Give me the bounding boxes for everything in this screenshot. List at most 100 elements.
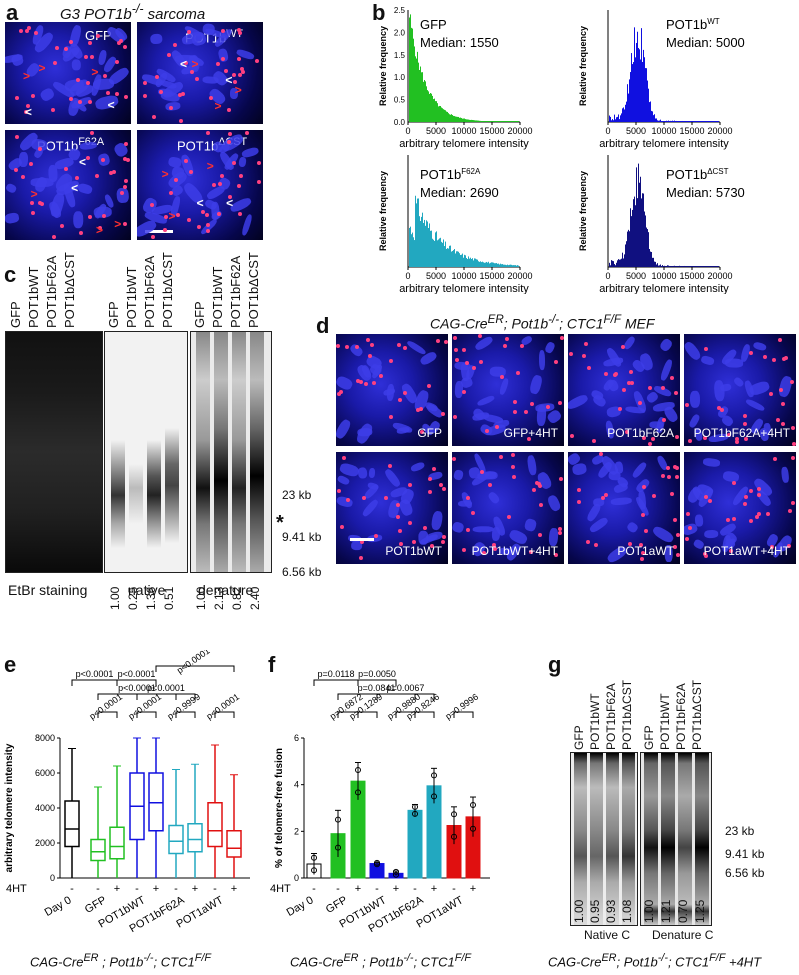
telomere-spot (123, 44, 128, 49)
arrowhead-marker: < (226, 195, 234, 210)
histogram-bar (486, 261, 487, 267)
histogram-bar (494, 121, 495, 122)
telomere-spot (651, 494, 656, 499)
telomere-spot (643, 529, 648, 534)
histogram-bar (713, 121, 714, 122)
4ht-sign: + (431, 883, 437, 895)
y-tick-label: 0.5 (394, 96, 406, 105)
chromosome (748, 379, 771, 396)
telomere-spot (666, 475, 671, 480)
histogram-bar (633, 199, 634, 267)
asterisk: * (276, 512, 284, 534)
histogram-bar (679, 265, 680, 267)
histogram-bar (439, 238, 440, 267)
histogram-bar (626, 241, 627, 267)
telomere-spot (163, 215, 168, 220)
histogram-bar (478, 261, 479, 267)
telomere-spot (365, 338, 370, 343)
telomere-spot (389, 358, 394, 363)
histogram-bar (664, 121, 665, 122)
x-tick-label: 5000 (626, 126, 646, 136)
histogram-bar (667, 265, 668, 267)
telomere-spot (342, 455, 347, 460)
telomere-spot (233, 79, 238, 84)
histogram-bar (715, 266, 716, 267)
histogram-bar (476, 120, 477, 122)
histogram-bar (644, 57, 645, 122)
histogram-bar (515, 121, 516, 122)
histogram-bar (695, 266, 696, 267)
telomere-spot (470, 510, 475, 515)
telomere-spot (557, 526, 562, 531)
histogram-bar (670, 120, 671, 122)
histogram-bar (485, 121, 486, 122)
histogram-bar (455, 116, 456, 122)
chromosome (336, 374, 354, 391)
chromosome (68, 24, 83, 48)
histogram-bar (654, 261, 655, 267)
histogram-bar (424, 219, 425, 267)
arrowhead-marker: > (214, 99, 222, 114)
panel-a-title: G3 POT1b-/- sarcoma (60, 2, 206, 23)
histogram-bar (709, 121, 710, 122)
histogram-bar (458, 251, 459, 267)
significance-bracket (214, 711, 235, 718)
telomere-spot (523, 410, 528, 415)
histogram-bar (421, 216, 422, 267)
telomere-spot (217, 181, 222, 186)
telomere-spot (539, 502, 544, 507)
arrowhead-marker: < (78, 155, 86, 170)
lane-label-native: POT1bΔCST (160, 252, 175, 328)
histogram-bar (454, 116, 455, 122)
histogram-bar (439, 105, 440, 122)
telomere-spot (69, 96, 74, 101)
histogram-bar (703, 121, 704, 122)
histogram-bar (433, 239, 434, 267)
chromosome (651, 524, 676, 546)
telomere-spot (181, 92, 185, 97)
telomere-spot (500, 375, 505, 380)
histogram-bar (682, 266, 683, 267)
histogram-bar (467, 119, 468, 122)
histogram-bar (432, 238, 433, 267)
arrowhead-marker: < (179, 56, 187, 71)
chromosome (116, 187, 130, 203)
y-tick-label: 1.0 (394, 73, 406, 82)
data-point (412, 803, 418, 810)
chromosome (452, 520, 465, 534)
4ht-sign: - (413, 883, 417, 895)
telomere-spot (688, 438, 693, 443)
histogram-bar (692, 266, 693, 267)
histogram-bar (426, 220, 427, 267)
histogram-bar (499, 264, 500, 267)
telomere-spot (217, 211, 222, 216)
denature-lane (250, 332, 264, 572)
telomere-spot (85, 156, 90, 161)
histogram-bar (666, 120, 667, 122)
mef-micrograph: GFP (336, 334, 448, 446)
etbr-gel (5, 331, 103, 573)
histogram-bar (634, 196, 635, 267)
telomere-spot (209, 95, 214, 100)
histogram-bar (627, 231, 628, 267)
histogram-bar (701, 121, 702, 122)
histogram-bar (643, 193, 644, 267)
histogram-bar (448, 113, 449, 122)
telomere-spot (187, 30, 192, 35)
arrowhead-marker: < (107, 98, 115, 113)
histogram-bar (710, 266, 711, 267)
p-value-label: p=0.0841 (358, 683, 396, 693)
histogram-bar (716, 121, 717, 122)
histogram-bar (705, 121, 706, 122)
telomere-spot (554, 553, 559, 558)
telomere-spot (237, 56, 242, 61)
arrowhead-marker: > (38, 61, 46, 76)
telomere-spot (442, 487, 447, 492)
telomere-spot (31, 94, 36, 99)
g-lane-label-denature: POT1bΔCST (690, 679, 704, 750)
micrograph-label: POT1aWT (617, 544, 674, 558)
4ht-sign: - (312, 883, 316, 895)
histogram-bar (637, 31, 638, 122)
telomere-spot (86, 80, 91, 85)
telomere-spot (454, 358, 459, 363)
